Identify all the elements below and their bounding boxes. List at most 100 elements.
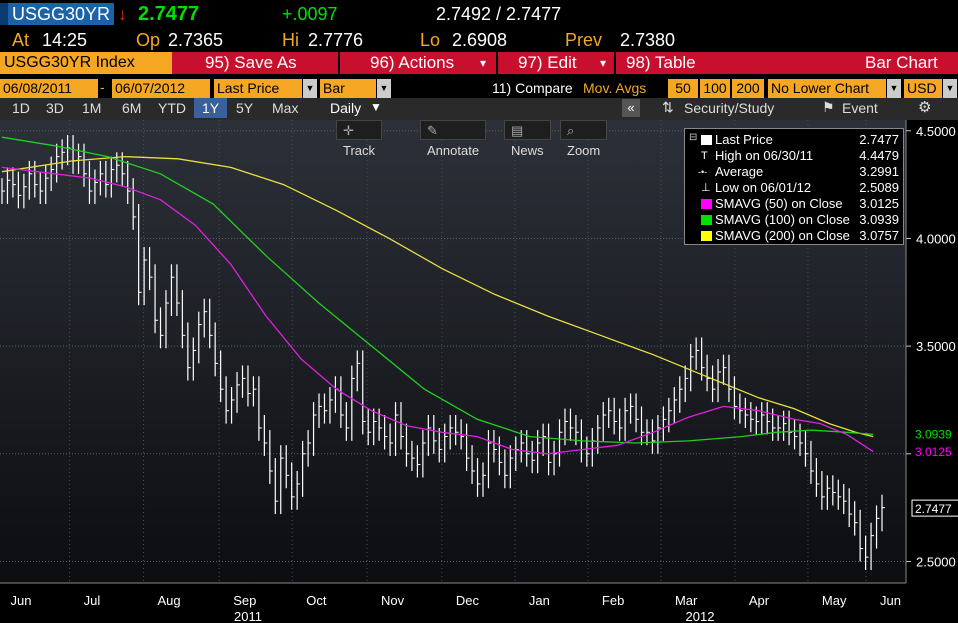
period-1m-button[interactable]: 1M bbox=[82, 100, 102, 116]
low-value: 2.6908 bbox=[452, 30, 508, 50]
lower-chart-select[interactable]: No Lower Chart bbox=[768, 79, 886, 98]
legend-swatch bbox=[701, 199, 712, 209]
legend-minimize-icon[interactable]: ⊟ bbox=[689, 132, 698, 143]
value-badge-label: 3.0125 bbox=[915, 445, 952, 459]
low-label: Lo bbox=[420, 30, 441, 50]
period-1d-button[interactable]: 1D bbox=[12, 100, 30, 116]
value-badge bbox=[911, 499, 958, 517]
event-tab[interactable]: Event bbox=[842, 100, 878, 116]
year-label: 2011 bbox=[234, 609, 262, 623]
legend-row: SMAVG (100) on Close 3.0939 bbox=[685, 212, 905, 228]
track-label: Track bbox=[343, 143, 376, 158]
high-label: Hi bbox=[282, 30, 299, 50]
legend-label: SMAVG (100) on Close bbox=[715, 212, 850, 227]
currency-select[interactable]: USD bbox=[904, 79, 942, 98]
ticker-label[interactable]: USGG30YR bbox=[0, 3, 115, 25]
legend-value: 2.5089 bbox=[859, 180, 899, 195]
x-tick-label: Oct bbox=[306, 593, 327, 608]
value-badge-label: 2.7477 bbox=[915, 502, 952, 516]
legend-label: SMAVG (200) on Close bbox=[715, 228, 850, 243]
edit-dropdown-icon[interactable]: ▾ bbox=[600, 56, 607, 70]
year-label: 2012 bbox=[686, 609, 715, 623]
zoom-tool-button[interactable]: ⌕ Zoom bbox=[560, 120, 608, 158]
x-tick-label: Apr bbox=[749, 593, 770, 608]
zoom-icon: ⌕ bbox=[567, 123, 575, 138]
legend-swatch bbox=[701, 215, 712, 225]
currency-dropdown-icon[interactable]: ▼ bbox=[943, 79, 957, 98]
prev-label: Prev bbox=[565, 30, 603, 50]
quote-header: USGG30YR ↓ 2.7477 +.0097 2.7492 / 2.7477… bbox=[0, 0, 958, 52]
mov-avgs-label: Mov. Avgs bbox=[583, 80, 647, 96]
value-badge bbox=[912, 425, 958, 442]
start-date-input[interactable]: 06/08/2011 bbox=[0, 79, 98, 98]
sma200-line bbox=[1, 155, 874, 438]
news-icon: ▤ bbox=[511, 123, 524, 138]
legend-row: SMAVG (200) on Close 3.0757 bbox=[685, 228, 905, 244]
period-6m-button[interactable]: 6M bbox=[122, 100, 142, 116]
track-tool-button[interactable]: ✛ Track bbox=[336, 120, 383, 158]
frequency-dropdown-icon[interactable]: ▼ bbox=[370, 100, 382, 114]
period-max-button[interactable]: Max bbox=[272, 100, 299, 116]
x-tick-label: May bbox=[822, 593, 847, 608]
function-menubar: USGG30YR Index 95) Save As 96) Actions ▾… bbox=[0, 52, 958, 74]
legend-value: 3.2991 bbox=[859, 164, 899, 179]
ma-50-input[interactable]: 50 bbox=[668, 79, 698, 98]
x-tick-label: Jun bbox=[880, 593, 901, 608]
news-tool-button[interactable]: ▤ News bbox=[504, 120, 551, 158]
period-1y-button[interactable]: 1Y bbox=[194, 98, 228, 118]
last-price: 2.7477 bbox=[138, 3, 200, 25]
legend-label: High on 06/30/11 bbox=[715, 148, 814, 163]
down-arrow-icon: ↓ bbox=[118, 4, 127, 24]
lower-chart-dropdown-icon[interactable]: ▼ bbox=[887, 79, 901, 98]
sma100-line bbox=[1, 136, 874, 444]
open-value: 2.7365 bbox=[168, 30, 224, 50]
track-icon: ✛ bbox=[343, 123, 354, 138]
high-value: 2.7776 bbox=[308, 30, 364, 50]
period-3d-button[interactable]: 3D bbox=[46, 100, 64, 116]
legend-row: Last Price 2.7477 bbox=[685, 132, 905, 148]
legend-label: Low on 06/01/12 bbox=[715, 180, 812, 195]
legend-row: SMAVG (50) on Close 3.0125 bbox=[685, 196, 905, 212]
field-select[interactable]: Last Price bbox=[214, 79, 302, 98]
at-label: At bbox=[12, 30, 30, 50]
legend-value: 3.0939 bbox=[859, 212, 899, 227]
security-study-tab[interactable]: Security/Study bbox=[684, 100, 775, 116]
prev-value: 2.7380 bbox=[620, 30, 676, 50]
ma-200-input[interactable]: 200 bbox=[732, 79, 764, 98]
style-select[interactable]: Bar bbox=[320, 79, 376, 98]
x-tick-label: Aug bbox=[158, 593, 181, 608]
x-tick-label: Sep bbox=[233, 593, 256, 608]
annotate-tool-button[interactable]: ✎ Annotate bbox=[420, 120, 487, 158]
annotate-label: Annotate bbox=[427, 143, 480, 158]
actions-menu[interactable]: 96) Actions bbox=[370, 53, 455, 72]
collapse-icon[interactable]: « bbox=[622, 99, 640, 117]
legend-swatch bbox=[701, 231, 712, 241]
field-dropdown-icon[interactable]: ▼ bbox=[303, 79, 317, 98]
end-date-input[interactable]: 06/07/2012 bbox=[112, 79, 210, 98]
chart-legend: ⊟ Last Price 2.7477 T High on 06/30/11 4.447… bbox=[684, 128, 904, 245]
bid-ask: 2.7492 / 2.7477 bbox=[436, 4, 562, 24]
low-marker-icon: ⊥ bbox=[701, 182, 711, 194]
zoom-label: Zoom bbox=[567, 143, 601, 158]
period-5y-button[interactable]: 5Y bbox=[236, 100, 254, 116]
table-button[interactable]: 98) Table bbox=[626, 53, 696, 72]
compare-button[interactable]: 11) Compare bbox=[492, 80, 573, 96]
date-range-dash: - bbox=[100, 79, 105, 95]
annotate-icon: ✎ bbox=[427, 123, 438, 138]
security-study-icon: ⇅ bbox=[662, 99, 674, 115]
ma-100-input[interactable]: 100 bbox=[700, 79, 730, 98]
edit-menu[interactable]: 97) Edit bbox=[518, 53, 577, 72]
settings-row: 06/08/2011 - 06/07/2012 Last Price ▼ Bar… bbox=[0, 77, 958, 99]
high-marker-icon: T bbox=[701, 150, 708, 162]
period-ytd-button[interactable]: YTD bbox=[158, 100, 186, 116]
legend-row: -•- Average 3.2991 bbox=[685, 164, 905, 180]
actions-dropdown-icon[interactable]: ▾ bbox=[480, 56, 487, 70]
legend-label: Average bbox=[715, 164, 764, 179]
gear-icon[interactable]: ⚙ bbox=[918, 99, 932, 116]
style-dropdown-icon[interactable]: ▼ bbox=[377, 79, 391, 98]
legend-label: Last Price bbox=[715, 132, 773, 147]
save-as-button[interactable]: 95) Save As bbox=[205, 53, 297, 72]
legend-value: 2.7477 bbox=[859, 132, 899, 147]
frequency-select[interactable]: Daily bbox=[330, 100, 362, 116]
security-index-field[interactable]: USGG30YR Index bbox=[0, 52, 172, 74]
